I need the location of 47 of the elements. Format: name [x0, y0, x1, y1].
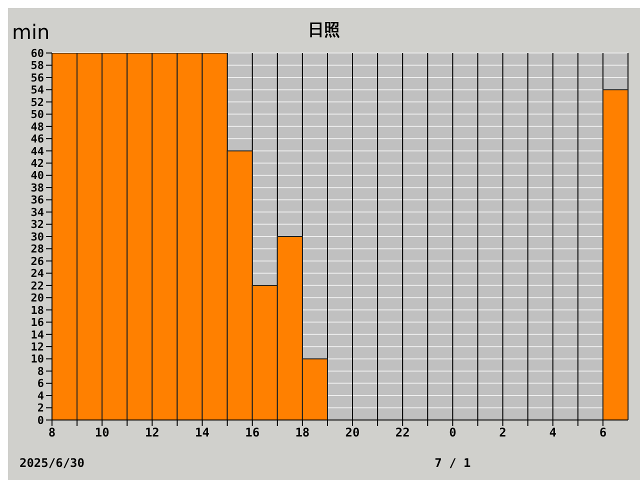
y-tick-label: 26	[30, 254, 44, 268]
y-tick-label: 56	[30, 71, 44, 84]
chart-title: 日照	[308, 20, 340, 39]
y-tick-label: 34	[30, 206, 44, 219]
x-tick-label: 20	[345, 426, 360, 440]
x-tick-label: 10	[94, 426, 110, 440]
y-tick-label: 12	[30, 340, 44, 354]
x-tick-label: 22	[395, 426, 410, 440]
y-tick-label: 42	[30, 157, 44, 170]
y-axis-title: min	[12, 20, 50, 44]
x-tick-label: 6	[599, 426, 607, 440]
y-tick-label: 48	[30, 120, 44, 134]
y-tick-label: 8	[37, 364, 44, 378]
y-tick-label: 0	[37, 414, 44, 427]
y-tick-label: 38	[30, 181, 44, 194]
x-tick-label: 16	[245, 426, 260, 440]
y-tick-label: 54	[30, 84, 44, 97]
y-tick-label: 52	[30, 96, 44, 109]
x-tick-label: 12	[144, 426, 160, 440]
y-tick-label: 58	[30, 59, 44, 72]
y-tick-label: 10	[30, 352, 44, 366]
y-tick-label: 28	[30, 242, 44, 256]
y-tick-label: 36	[30, 194, 44, 207]
y-tick-label: 18	[30, 304, 44, 317]
x-tick-label: 14	[195, 426, 210, 440]
y-tick-label: 60	[30, 46, 44, 60]
y-tick-label: 20	[30, 292, 44, 305]
y-tick-label: 14	[30, 328, 44, 342]
y-tick-label: 44	[30, 144, 44, 158]
x-tick-label: 4	[549, 426, 556, 440]
y-tick-label: 24	[30, 267, 44, 280]
text: 7 / 1	[434, 456, 472, 470]
y-tick-label: 6	[37, 377, 44, 390]
y-tick-label: 46	[30, 132, 44, 146]
text: 2025/6/30	[18, 456, 86, 470]
y-tick-label: 40	[30, 169, 44, 182]
x-tick-label: 18	[295, 426, 310, 440]
x-tick-label: 2	[499, 426, 506, 440]
y-tick-label: 4	[37, 389, 44, 402]
y-tick-label: 50	[30, 108, 44, 122]
y-tick-label: 2	[37, 402, 44, 415]
y-tick-label: 16	[30, 316, 44, 330]
x-tick-label: 8	[48, 426, 56, 440]
y-tick-label: 32	[30, 218, 44, 232]
y-tick-label: 30	[30, 230, 44, 244]
x-tick-label: 0	[449, 426, 456, 440]
y-tick-label: 22	[30, 279, 44, 292]
